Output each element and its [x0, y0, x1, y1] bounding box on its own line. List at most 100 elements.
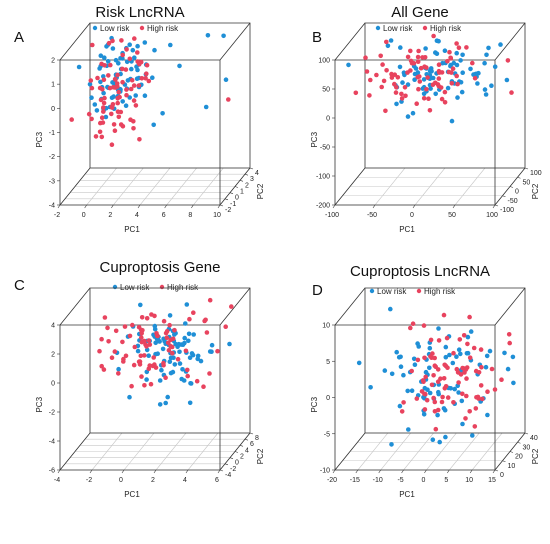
point-high-risk	[97, 85, 103, 91]
point-high-risk	[99, 134, 105, 140]
x-tick-label: -2	[54, 212, 60, 219]
x-tick-label: 5	[444, 477, 448, 484]
point-high-risk	[90, 42, 95, 48]
point-high-risk	[458, 372, 464, 377]
point-high-risk	[105, 325, 110, 331]
point-high-risk	[108, 62, 113, 68]
point-low-risk	[421, 77, 427, 82]
x-tick-label: 2	[108, 212, 112, 219]
chart-title: Cuproptosis Gene	[100, 259, 221, 276]
point-high-risk	[95, 75, 100, 81]
point-low-risk	[172, 332, 177, 337]
y-tick-label: -100	[500, 207, 514, 214]
point-high-risk	[445, 395, 451, 400]
x-tick-label: 10	[465, 477, 473, 484]
point-high-risk	[485, 389, 490, 395]
point-high-risk	[101, 77, 107, 83]
point-high-risk	[144, 344, 149, 349]
z-axis: -10 -5 0 5 10 PC3	[310, 323, 335, 475]
x-tick-label: -100	[325, 212, 339, 219]
y-tick	[502, 195, 506, 198]
point-low-risk	[442, 407, 448, 413]
x-tick	[372, 204, 376, 209]
y-tick-label: -50	[508, 198, 518, 205]
point-high-risk	[374, 72, 379, 78]
legend-marker-high-risk	[422, 25, 428, 31]
x-tick	[447, 469, 450, 474]
point-high-risk	[445, 365, 450, 371]
point-high-risk	[115, 72, 120, 78]
point-high-risk	[454, 41, 459, 46]
box-edge	[334, 167, 366, 206]
point-high-risk	[175, 356, 181, 362]
point-low-risk	[89, 95, 94, 100]
point-high-risk	[445, 58, 450, 64]
point-high-risk	[384, 68, 389, 73]
point-high-risk	[415, 54, 421, 60]
y-tick-label: 10	[508, 463, 516, 470]
y-tick	[224, 463, 229, 466]
data-points	[346, 33, 514, 124]
point-high-risk	[421, 323, 427, 328]
z-tick-label: -2	[49, 154, 55, 161]
point-high-risk	[97, 348, 102, 354]
point-low-risk	[510, 354, 516, 360]
point-low-risk	[484, 353, 490, 359]
y-tick	[219, 469, 224, 472]
point-low-risk	[152, 323, 158, 329]
point-low-risk	[427, 390, 433, 396]
point-high-risk	[415, 357, 421, 363]
x-tick	[191, 204, 194, 209]
x-tick-label: 8	[188, 212, 192, 219]
x-tick-label: 0	[421, 477, 425, 484]
point-low-risk	[168, 370, 174, 376]
point-high-risk	[86, 111, 92, 117]
x-tick	[89, 469, 93, 474]
point-high-risk	[194, 378, 200, 384]
z-tick-label: 2	[51, 352, 55, 359]
box-edge	[59, 22, 91, 61]
point-high-risk	[367, 93, 372, 98]
point-low-risk	[177, 63, 182, 69]
point-low-risk	[127, 42, 132, 47]
point-high-risk	[448, 56, 454, 61]
x-tick-label: -10	[373, 477, 383, 484]
point-low-risk	[492, 64, 498, 69]
point-high-risk	[124, 92, 129, 98]
point-high-risk	[411, 61, 417, 66]
point-high-risk	[143, 76, 148, 81]
point-low-risk	[195, 353, 201, 359]
point-low-risk	[465, 334, 471, 340]
point-high-risk	[418, 65, 424, 71]
x-tick-label: 0	[119, 477, 123, 484]
point-high-risk	[201, 384, 206, 390]
point-high-risk	[436, 76, 442, 81]
point-high-risk	[147, 363, 152, 368]
x-tick	[153, 469, 157, 474]
z-tick-label: -4	[49, 203, 55, 210]
x-tick	[57, 204, 61, 209]
x-tick	[355, 469, 359, 474]
point-high-risk	[146, 338, 152, 343]
y-tick-label: 4	[255, 170, 259, 177]
plot-box	[334, 287, 526, 471]
panel-letter: B	[312, 29, 322, 46]
point-low-risk	[427, 345, 433, 351]
point-low-risk	[76, 64, 82, 70]
point-low-risk	[451, 60, 457, 66]
point-low-risk	[423, 369, 429, 375]
point-high-risk	[136, 83, 142, 88]
point-high-risk	[509, 90, 514, 95]
x-axis: -100 -50 0 50 100 PC1	[325, 204, 498, 234]
x-tick-label: 2	[151, 477, 155, 484]
point-high-risk	[99, 115, 105, 120]
point-high-risk	[428, 354, 433, 359]
point-high-risk	[460, 391, 465, 397]
point-low-risk	[97, 66, 102, 71]
point-high-risk	[394, 85, 399, 90]
z-tick-label: 100	[318, 58, 330, 65]
point-high-risk	[131, 83, 137, 88]
point-high-risk	[441, 312, 447, 318]
point-low-risk	[445, 85, 451, 91]
y-tick	[524, 167, 529, 170]
